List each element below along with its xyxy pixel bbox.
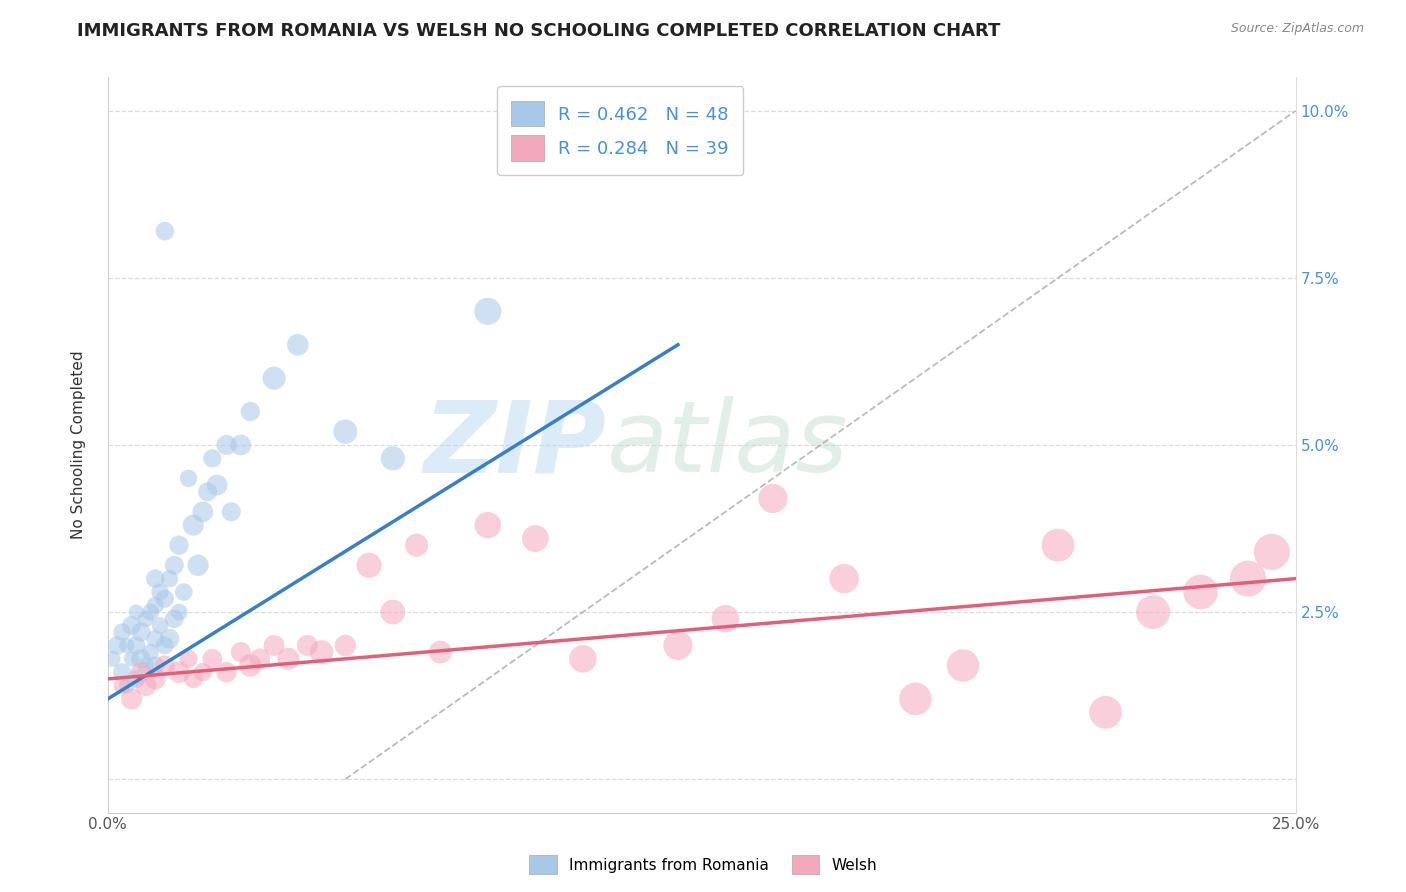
Point xyxy=(167,665,190,680)
Point xyxy=(173,585,195,599)
Point xyxy=(524,532,547,546)
Point xyxy=(167,605,190,619)
Point xyxy=(115,679,138,693)
Text: ZIP: ZIP xyxy=(423,396,606,493)
Point xyxy=(125,605,148,619)
Point xyxy=(477,304,499,318)
Text: Source: ZipAtlas.com: Source: ZipAtlas.com xyxy=(1230,22,1364,36)
Point xyxy=(143,599,166,613)
Point xyxy=(121,692,143,706)
Text: IMMIGRANTS FROM ROMANIA VS WELSH NO SCHOOLING COMPLETED CORRELATION CHART: IMMIGRANTS FROM ROMANIA VS WELSH NO SCHO… xyxy=(77,22,1001,40)
Point xyxy=(111,679,134,693)
Point xyxy=(115,639,138,653)
Point xyxy=(125,639,148,653)
Point xyxy=(177,652,200,666)
Point xyxy=(904,692,927,706)
Point xyxy=(153,639,176,653)
Point xyxy=(105,639,128,653)
Point xyxy=(229,438,252,452)
Point xyxy=(121,652,143,666)
Point xyxy=(191,505,214,519)
Point xyxy=(762,491,785,506)
Point xyxy=(714,612,737,626)
Point xyxy=(177,471,200,485)
Point xyxy=(135,658,157,673)
Point xyxy=(239,658,262,673)
Point xyxy=(101,652,124,666)
Point xyxy=(181,518,204,533)
Point xyxy=(197,484,219,499)
Point xyxy=(139,645,162,659)
Point xyxy=(201,451,224,466)
Point xyxy=(335,425,357,439)
Point xyxy=(149,618,172,632)
Legend: R = 0.462   N = 48, R = 0.284   N = 39: R = 0.462 N = 48, R = 0.284 N = 39 xyxy=(496,87,744,176)
Point xyxy=(167,538,190,552)
Point xyxy=(277,652,299,666)
Point xyxy=(572,652,595,666)
Point xyxy=(111,625,134,640)
Point xyxy=(125,672,148,686)
Point xyxy=(143,658,166,673)
Point xyxy=(215,665,238,680)
Point xyxy=(263,639,285,653)
Point xyxy=(335,639,357,653)
Point xyxy=(187,558,209,573)
Point xyxy=(191,665,214,680)
Point xyxy=(1047,538,1070,552)
Point xyxy=(311,645,333,659)
Point xyxy=(153,658,176,673)
Point xyxy=(381,451,404,466)
Point xyxy=(287,337,309,351)
Point xyxy=(359,558,381,573)
Point xyxy=(181,672,204,686)
Point xyxy=(143,572,166,586)
Point xyxy=(666,639,689,653)
Text: atlas: atlas xyxy=(606,396,848,493)
Point xyxy=(159,632,181,646)
Point xyxy=(215,438,238,452)
Point xyxy=(135,679,157,693)
Point xyxy=(249,652,271,666)
Point xyxy=(477,518,499,533)
Point xyxy=(111,665,134,680)
Point xyxy=(129,652,152,666)
Point xyxy=(229,645,252,659)
Legend: Immigrants from Romania, Welsh: Immigrants from Romania, Welsh xyxy=(523,849,883,880)
Point xyxy=(239,404,262,418)
Point xyxy=(832,572,855,586)
Point xyxy=(205,478,228,492)
Point xyxy=(1189,585,1212,599)
Point xyxy=(159,572,181,586)
Point xyxy=(1142,605,1164,619)
Point xyxy=(129,665,152,680)
Point xyxy=(121,618,143,632)
Y-axis label: No Schooling Completed: No Schooling Completed xyxy=(72,351,86,540)
Point xyxy=(139,605,162,619)
Point xyxy=(381,605,404,619)
Point xyxy=(163,612,186,626)
Point xyxy=(153,224,176,238)
Point xyxy=(1261,545,1284,559)
Point xyxy=(201,652,224,666)
Point xyxy=(1237,572,1260,586)
Point xyxy=(163,558,186,573)
Point xyxy=(143,672,166,686)
Point xyxy=(263,371,285,385)
Point xyxy=(135,612,157,626)
Point xyxy=(153,591,176,606)
Point xyxy=(429,645,451,659)
Point xyxy=(405,538,427,552)
Point xyxy=(221,505,243,519)
Point xyxy=(143,632,166,646)
Point xyxy=(149,585,172,599)
Point xyxy=(297,639,319,653)
Point xyxy=(129,625,152,640)
Point xyxy=(952,658,974,673)
Point xyxy=(1094,706,1116,720)
